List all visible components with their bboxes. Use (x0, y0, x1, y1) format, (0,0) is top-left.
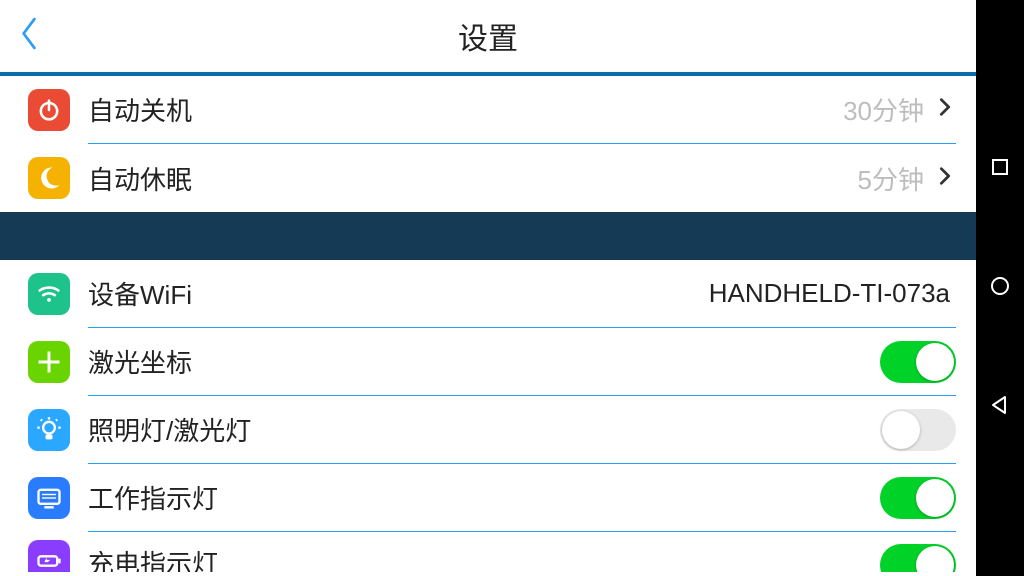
toggle-laser-coord[interactable] (880, 341, 956, 383)
row-label: 照明灯/激光灯 (88, 411, 880, 448)
battery-icon (28, 540, 70, 572)
row-work-led: 工作指示灯 (0, 464, 976, 532)
row-value: 5分钟 (858, 160, 924, 197)
row-light: 照明灯/激光灯 (0, 396, 976, 464)
sleep-icon (28, 157, 70, 199)
row-label: 激光坐标 (88, 343, 880, 380)
square-icon (988, 155, 1012, 179)
wifi-icon (28, 273, 70, 315)
row-laser-coord: 激光坐标 (0, 328, 976, 396)
section-gap (0, 212, 976, 260)
row-auto-sleep[interactable]: 自动休眠 5分钟 (0, 144, 976, 212)
toggle-work-led[interactable] (880, 477, 956, 519)
nav-home-button[interactable] (988, 274, 1012, 303)
crosshair-icon (28, 341, 70, 383)
bulb-icon (28, 409, 70, 451)
row-label: 充电指示灯 (88, 544, 880, 572)
page-title: 设置 (0, 14, 976, 58)
chevron-right-icon (934, 96, 956, 123)
toggle-charge-led[interactable] (880, 544, 956, 572)
row-charge-led: 充电指示灯 (0, 532, 976, 572)
nav-recent-button[interactable] (988, 155, 1012, 184)
chevron-right-icon (934, 165, 956, 192)
working-icon (28, 477, 70, 519)
row-value: HANDHELD-TI-073a (709, 278, 950, 309)
row-label: 自动休眠 (88, 160, 858, 197)
triangle-back-icon (988, 393, 1012, 417)
row-label: 自动关机 (88, 91, 843, 128)
row-wifi[interactable]: 设备WiFi HANDHELD-TI-073a (0, 260, 976, 328)
row-value: 30分钟 (843, 91, 924, 128)
circle-icon (988, 274, 1012, 298)
settings-app: 设置 自动关机 30分钟 自动休眠 5分钟 (0, 0, 976, 576)
row-label: 设备WiFi (88, 275, 709, 312)
power-icon (28, 89, 70, 131)
toggle-light[interactable] (880, 409, 956, 451)
nav-back-button[interactable] (988, 393, 1012, 422)
header: 设置 (0, 0, 976, 76)
back-button[interactable] (10, 8, 48, 65)
row-label: 工作指示灯 (88, 479, 880, 516)
row-auto-off[interactable]: 自动关机 30分钟 (0, 76, 976, 144)
back-chevron-icon (18, 16, 40, 52)
android-navbar (976, 0, 1024, 576)
